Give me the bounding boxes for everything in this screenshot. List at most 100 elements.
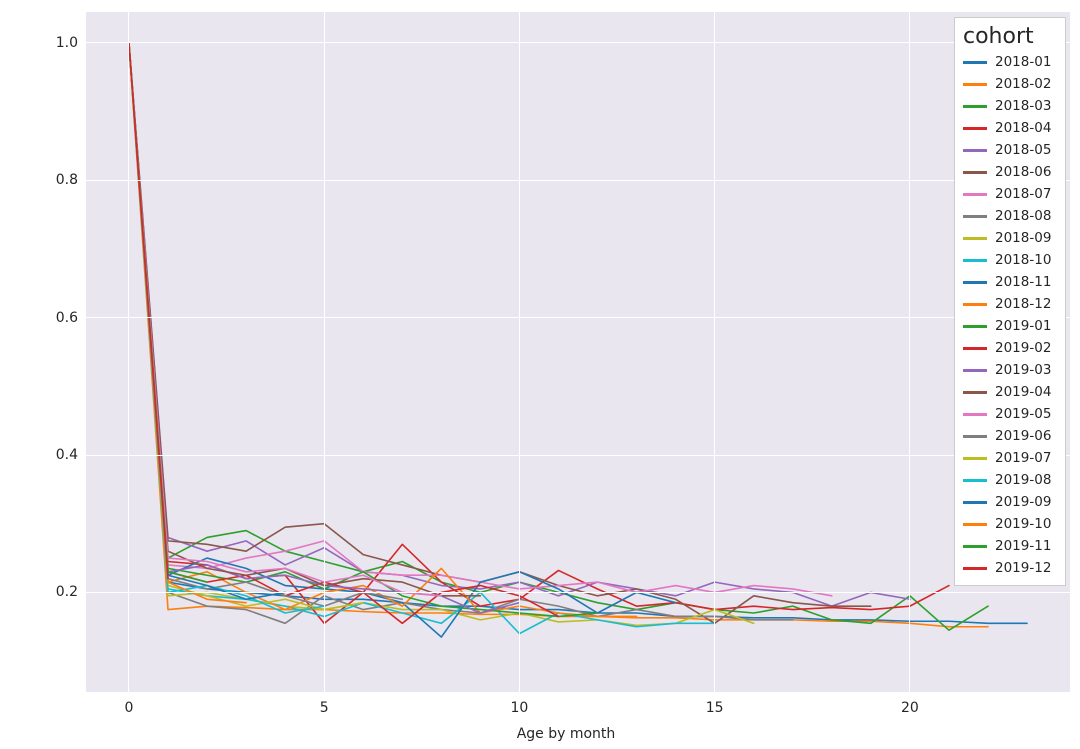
legend-item: 2019-11 [963, 535, 1057, 557]
series-line [129, 43, 402, 606]
y-tick-label: 0.8 [28, 172, 78, 188]
legend-item: 2019-12 [963, 557, 1057, 579]
legend-label: 2018-07 [995, 186, 1051, 202]
legend-item: 2018-07 [963, 183, 1057, 205]
legend-swatch [963, 479, 987, 482]
series-line [129, 43, 441, 596]
legend-label: 2018-04 [995, 120, 1051, 136]
y-tick-label: 1.0 [28, 35, 78, 51]
grid-line-vertical [714, 12, 715, 692]
legend-title: cohort [963, 24, 1057, 49]
x-tick-label: 5 [304, 700, 344, 716]
legend-label: 2018-08 [995, 208, 1051, 224]
series-line [129, 43, 246, 603]
legend-swatch [963, 237, 987, 240]
legend-swatch [963, 259, 987, 262]
legend-swatch [963, 435, 987, 438]
series-line [129, 43, 832, 596]
legend-label: 2019-06 [995, 428, 1051, 444]
legend-item: 2019-03 [963, 359, 1057, 381]
legend-label: 2019-12 [995, 560, 1051, 576]
y-tick-label: 0.2 [28, 584, 78, 600]
legend-swatch [963, 281, 987, 284]
legend-label: 2018-02 [995, 76, 1051, 92]
series-line [129, 43, 715, 634]
series-line [129, 43, 207, 582]
legend-label: 2019-07 [995, 450, 1051, 466]
legend-label: 2018-06 [995, 164, 1051, 180]
series-line [129, 43, 793, 623]
legend-swatch [963, 545, 987, 548]
y-tick-label: 0.6 [28, 310, 78, 326]
legend-item: 2018-08 [963, 205, 1057, 227]
legend-swatch [963, 193, 987, 196]
series-line [129, 43, 324, 613]
legend-item: 2018-02 [963, 73, 1057, 95]
legend-swatch [963, 413, 987, 416]
series-line [129, 43, 988, 627]
series-line [129, 43, 480, 596]
grid-line-horizontal [86, 180, 1070, 181]
legend-label: 2018-05 [995, 142, 1051, 158]
legend-item: 2019-06 [963, 425, 1057, 447]
grid-line-horizontal [86, 42, 1070, 43]
y-tick-label: 0.4 [28, 447, 78, 463]
legend-swatch [963, 127, 987, 130]
line-series-layer [86, 12, 1070, 692]
legend-label: 2018-11 [995, 274, 1051, 290]
grid-line-vertical [909, 12, 910, 692]
series-line [129, 43, 1027, 623]
legend-swatch [963, 149, 987, 152]
legend-item: 2018-05 [963, 139, 1057, 161]
series-line [129, 43, 637, 617]
series-line [129, 43, 949, 623]
plot-area [86, 12, 1070, 692]
legend-item: 2019-04 [963, 381, 1057, 403]
legend-item: 2018-06 [963, 161, 1057, 183]
legend-swatch [963, 61, 987, 64]
legend-swatch [963, 391, 987, 394]
legend-item: 2018-04 [963, 117, 1057, 139]
legend-item: 2019-09 [963, 491, 1057, 513]
grid-line-horizontal [86, 592, 1070, 593]
legend-swatch [963, 215, 987, 218]
legend-item: 2018-11 [963, 271, 1057, 293]
legend-item: 2018-03 [963, 95, 1057, 117]
legend-swatch [963, 457, 987, 460]
legend-swatch [963, 83, 987, 86]
legend-label: 2019-04 [995, 384, 1051, 400]
legend-swatch [963, 347, 987, 350]
legend-label: 2018-10 [995, 252, 1051, 268]
series-line [129, 43, 871, 623]
series-line [129, 43, 168, 579]
legend-swatch [963, 105, 987, 108]
legend-swatch [963, 369, 987, 372]
legend: cohort 2018-01 2018-02 2018-03 2018-04 2018-… [954, 17, 1066, 586]
legend-label: 2019-09 [995, 494, 1051, 510]
series-line [129, 43, 676, 637]
legend-label: 2018-12 [995, 296, 1051, 312]
grid-line-vertical [519, 12, 520, 692]
legend-label: 2019-01 [995, 318, 1051, 334]
series-line [129, 43, 559, 623]
legend-label: 2018-03 [995, 98, 1051, 114]
legend-label: 2018-09 [995, 230, 1051, 246]
legend-label: 2019-08 [995, 472, 1051, 488]
legend-swatch [963, 501, 987, 504]
grid-line-horizontal [86, 455, 1070, 456]
legend-item: 2019-07 [963, 447, 1057, 469]
legend-item: 2018-01 [963, 51, 1057, 73]
legend-item: 2019-08 [963, 469, 1057, 491]
legend-swatch [963, 523, 987, 526]
legend-item: 2018-12 [963, 293, 1057, 315]
legend-label: 2019-11 [995, 538, 1051, 554]
legend-item: 2019-02 [963, 337, 1057, 359]
grid-line-vertical [324, 12, 325, 692]
legend-label: 2019-05 [995, 406, 1051, 422]
legend-label: 2019-10 [995, 516, 1051, 532]
x-axis-label: Age by month [506, 726, 626, 742]
legend-label: 2018-01 [995, 54, 1051, 70]
legend-item: 2019-05 [963, 403, 1057, 425]
x-tick-label: 0 [109, 700, 149, 716]
series-line [129, 43, 988, 630]
